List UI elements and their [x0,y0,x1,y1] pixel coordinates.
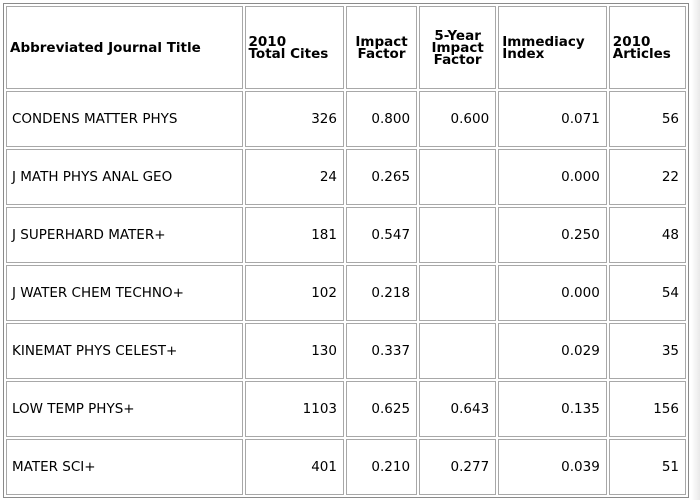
header-immediacy-index[interactable]: Immediacy Index [498,6,607,89]
header-label-line2: Impact [431,39,484,56]
cell-immediacy-index: 0.000 [498,149,607,205]
cell-journal-title[interactable]: KINEMAT PHYS CELEST+ [6,323,243,379]
cell-total-cites: 181 [244,207,344,263]
cell-total-cites: 24 [244,149,344,205]
cell-five-year-impact-factor: 0.600 [419,91,497,147]
header-total-cites[interactable]: 2010 Total Cites [244,6,344,89]
cell-immediacy-index: 0.000 [498,265,607,321]
journal-table-container: Abbreviated Journal Title 2010 Total Cit… [3,3,691,500]
header-five-year-impact-factor[interactable]: 5-Year Impact Factor [419,6,497,89]
cell-immediacy-index: 0.039 [498,439,607,495]
cell-journal-title[interactable]: J SUPERHARD MATER+ [6,207,243,263]
cell-five-year-impact-factor: 0.643 [419,381,497,437]
header-label-line1: 5-Year [434,27,481,44]
header-journal-title[interactable]: Abbreviated Journal Title [6,6,243,89]
header-label-line2: Total Cites [248,45,329,62]
cell-five-year-impact-factor [419,265,497,321]
journal-citation-table: Abbreviated Journal Title 2010 Total Cit… [3,3,689,498]
cell-immediacy-index: 0.029 [498,323,607,379]
header-label-line1: 2010 [248,33,287,50]
table-row: KINEMAT PHYS CELEST+ 130 0.337 0.029 35 [6,323,686,379]
cell-impact-factor: 0.218 [346,265,418,321]
cell-articles: 22 [608,149,686,205]
table-row: CONDENS MATTER PHYS 326 0.800 0.600 0.07… [6,91,686,147]
table-row: MATER SCI+ 401 0.210 0.277 0.039 51 [6,439,686,495]
table-row: J MATH PHYS ANAL GEO 24 0.265 0.000 22 [6,149,686,205]
header-label-line2: Factor [357,45,406,62]
cell-impact-factor: 0.547 [346,207,418,263]
header-label-line2: Articles [612,45,671,62]
cell-articles: 54 [608,265,686,321]
table-row: J WATER CHEM TECHNO+ 102 0.218 0.000 54 [6,265,686,321]
cell-journal-title[interactable]: J WATER CHEM TECHNO+ [6,265,243,321]
cell-immediacy-index: 0.135 [498,381,607,437]
cell-total-cites: 130 [244,323,344,379]
cell-five-year-impact-factor [419,207,497,263]
cell-articles: 48 [608,207,686,263]
cell-immediacy-index: 0.250 [498,207,607,263]
cell-impact-factor: 0.625 [346,381,418,437]
header-label-line1: Immediacy [502,33,585,50]
cell-impact-factor: 0.800 [346,91,418,147]
window-edge-shadow [691,0,700,500]
cell-journal-title[interactable]: J MATH PHYS ANAL GEO [6,149,243,205]
cell-total-cites: 1103 [244,381,344,437]
cell-journal-title[interactable]: MATER SCI+ [6,439,243,495]
cell-articles: 56 [608,91,686,147]
cell-impact-factor: 0.265 [346,149,418,205]
cell-impact-factor: 0.210 [346,439,418,495]
cell-five-year-impact-factor: 0.277 [419,439,497,495]
cell-total-cites: 102 [244,265,344,321]
cell-journal-title[interactable]: CONDENS MATTER PHYS [6,91,243,147]
cell-impact-factor: 0.337 [346,323,418,379]
table-row: LOW TEMP PHYS+ 1103 0.625 0.643 0.135 15… [6,381,686,437]
cell-journal-title[interactable]: LOW TEMP PHYS+ [6,381,243,437]
cell-five-year-impact-factor [419,149,497,205]
header-label-line1: Impact [355,33,408,50]
cell-articles: 156 [608,381,686,437]
header-impact-factor[interactable]: Impact Factor [346,6,418,89]
header-label-line2: Index [502,45,545,62]
table-header-row: Abbreviated Journal Title 2010 Total Cit… [6,6,686,89]
header-label-line3: Factor [433,51,482,68]
cell-five-year-impact-factor [419,323,497,379]
cell-articles: 35 [608,323,686,379]
header-articles[interactable]: 2010 Articles [608,6,686,89]
header-label-line1: 2010 [612,33,651,50]
table-row: J SUPERHARD MATER+ 181 0.547 0.250 48 [6,207,686,263]
cell-total-cites: 401 [244,439,344,495]
cell-immediacy-index: 0.071 [498,91,607,147]
header-label: Abbreviated Journal Title [10,39,201,56]
cell-total-cites: 326 [244,91,344,147]
cell-articles: 51 [608,439,686,495]
